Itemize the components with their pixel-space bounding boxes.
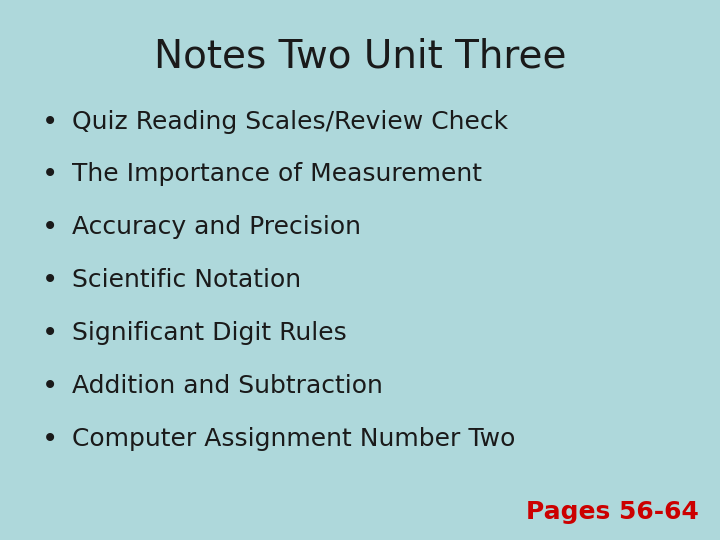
Text: Notes Two Unit Three: Notes Two Unit Three [154,38,566,76]
Text: •: • [42,213,58,241]
Text: •: • [42,372,58,400]
Text: Addition and Subtraction: Addition and Subtraction [72,374,383,398]
Text: •: • [42,425,58,453]
Text: Pages 56-64: Pages 56-64 [526,500,698,524]
Text: Significant Digit Rules: Significant Digit Rules [72,321,347,345]
Text: Accuracy and Precision: Accuracy and Precision [72,215,361,239]
Text: Computer Assignment Number Two: Computer Assignment Number Two [72,427,516,451]
Text: •: • [42,160,58,188]
Text: •: • [42,266,58,294]
Text: Quiz Reading Scales/Review Check: Quiz Reading Scales/Review Check [72,110,508,133]
Text: Scientific Notation: Scientific Notation [72,268,301,292]
Text: •: • [42,319,58,347]
Text: The Importance of Measurement: The Importance of Measurement [72,163,482,186]
Text: •: • [42,107,58,136]
